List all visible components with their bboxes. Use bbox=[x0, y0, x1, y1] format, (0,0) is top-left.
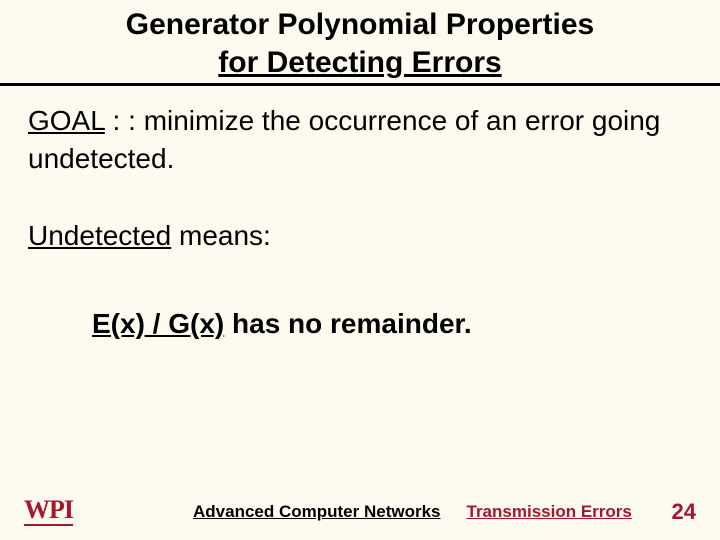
undetected-line: Undetected means: bbox=[28, 220, 692, 252]
footer-course: Advanced Computer Networks bbox=[193, 502, 441, 522]
formula-expression: E(x) / G(x) bbox=[92, 308, 224, 339]
footer-topic: Transmission Errors bbox=[467, 502, 632, 522]
logo-text: WPI bbox=[24, 497, 73, 523]
title-container: Generator Polynomial Properties for Dete… bbox=[0, 0, 720, 86]
goal-label: GOAL bbox=[28, 105, 105, 136]
wpi-logo: WPI bbox=[24, 497, 73, 526]
content-area: GOAL : : minimize the occurrence of an e… bbox=[0, 86, 720, 340]
goal-paragraph: GOAL : : minimize the occurrence of an e… bbox=[28, 102, 692, 178]
undetected-rest: means: bbox=[171, 220, 271, 251]
title-line-1: Generator Polynomial Properties bbox=[126, 8, 594, 41]
page-number: 24 bbox=[672, 499, 696, 525]
title-line-2: for Detecting Errors bbox=[218, 46, 501, 79]
formula-rest: has no remainder. bbox=[224, 308, 471, 339]
formula-line: E(x) / G(x) has no remainder. bbox=[92, 308, 692, 340]
slide-title: Generator Polynomial Properties for Dete… bbox=[126, 6, 594, 81]
footer: WPI Advanced Computer Networks Transmiss… bbox=[0, 497, 720, 526]
undetected-word: Undetected bbox=[28, 220, 171, 251]
goal-separator: : : bbox=[105, 105, 144, 136]
